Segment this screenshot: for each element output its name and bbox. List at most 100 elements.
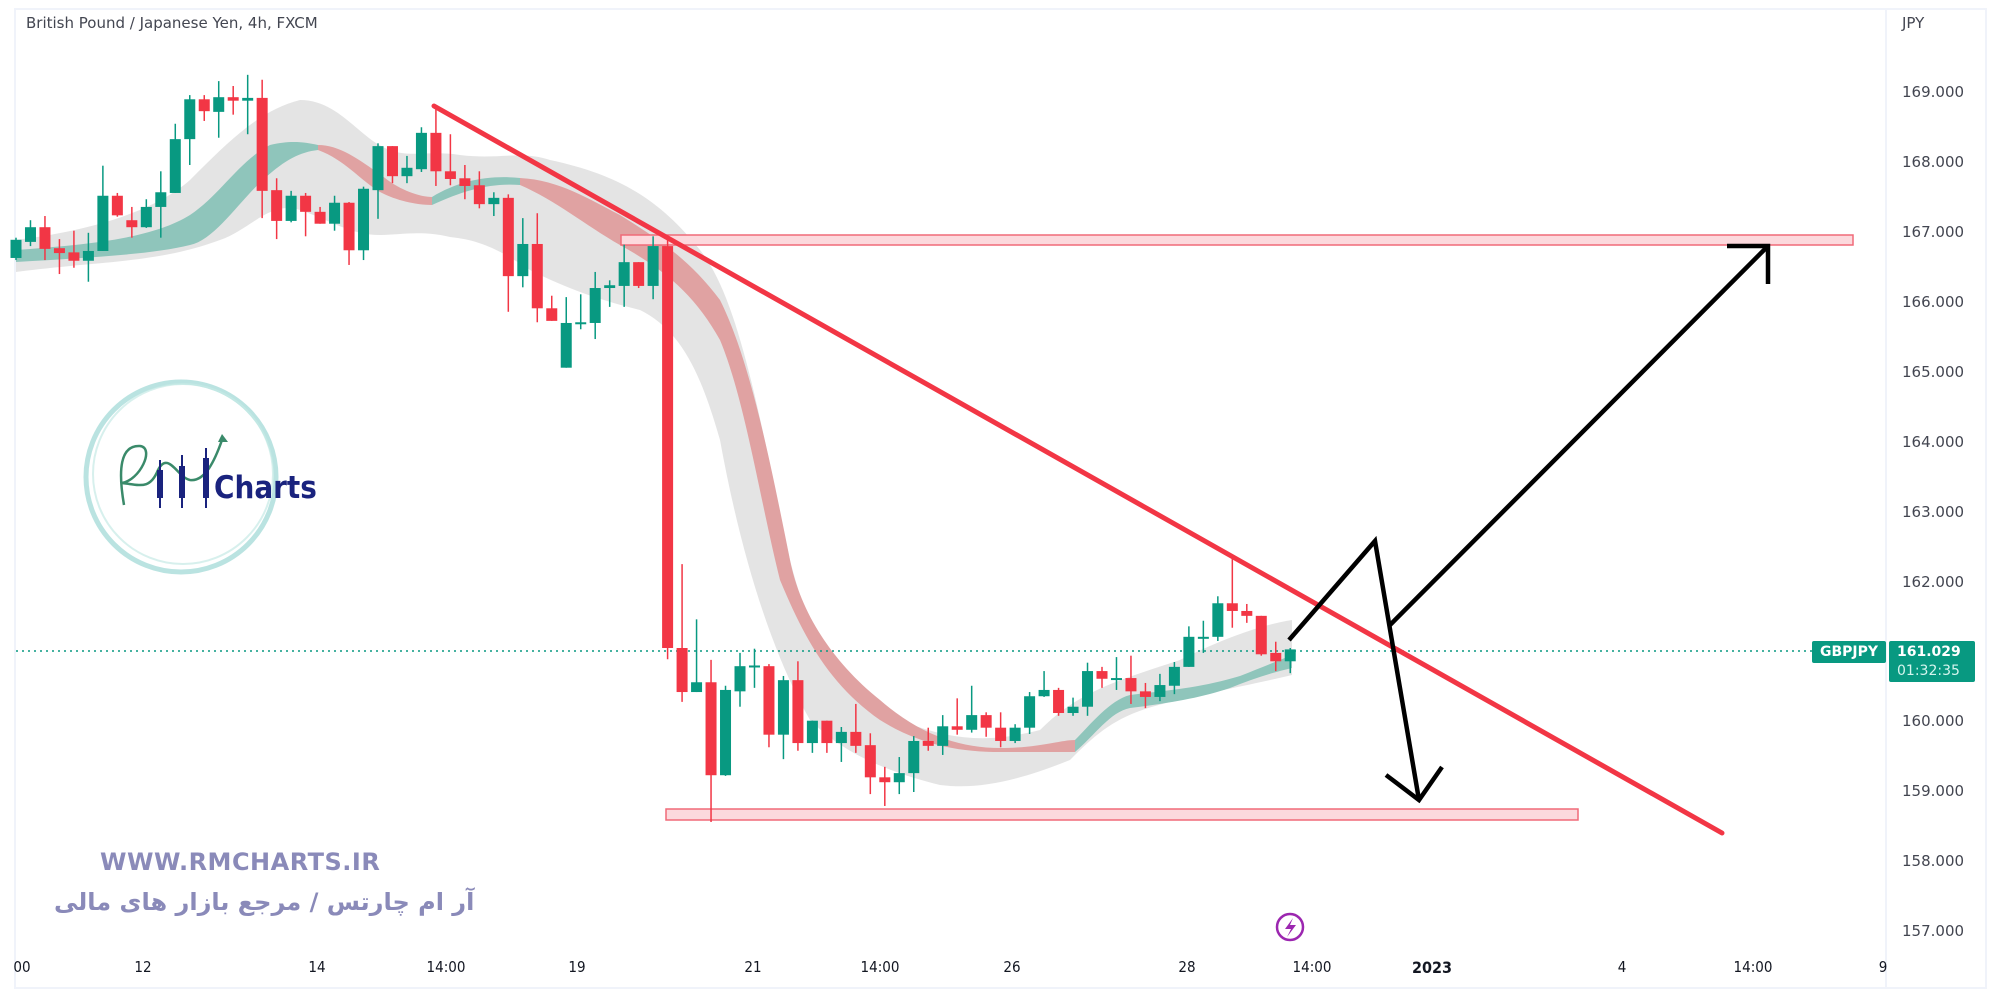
- bar-countdown: 01:32:35: [1897, 663, 1960, 679]
- price-axis-label: 166.000: [1902, 293, 1965, 311]
- candle-body: [459, 178, 471, 186]
- time-axis-label: 19: [568, 958, 586, 976]
- candle-body: [358, 188, 370, 251]
- candle-body: [1197, 636, 1209, 639]
- price-axis-label: 158.000: [1902, 852, 1965, 871]
- candle-body: [314, 211, 326, 224]
- ma-ribbon-up-1: [16, 141, 318, 262]
- candle-body: [1154, 685, 1166, 697]
- time-axis-label: 12: [134, 958, 152, 976]
- candle-body: [966, 715, 978, 730]
- candle-body: [271, 190, 283, 221]
- support-zone[interactable]: [665, 808, 1579, 821]
- candle-body: [415, 132, 427, 170]
- time-axis-label: 14:00: [860, 958, 900, 976]
- watermark-url: WWW.RMCHARTS.IR: [100, 848, 381, 876]
- candle-body: [1082, 671, 1094, 707]
- price-axis-label: 167.000: [1902, 223, 1965, 242]
- candle-body: [691, 682, 703, 693]
- candle-body: [242, 97, 254, 101]
- candle-body: [39, 227, 51, 249]
- candle-body: [386, 146, 398, 177]
- descending-trendline[interactable]: [431, 103, 1725, 836]
- candle-body: [401, 167, 413, 177]
- candle-body: [1139, 691, 1151, 697]
- candle-body: [444, 171, 456, 179]
- candle-body: [647, 246, 659, 286]
- projection-path-up[interactable]: [1388, 244, 1770, 627]
- candle-body: [82, 250, 94, 261]
- candle-body: [300, 195, 312, 212]
- candle-body: [720, 689, 732, 776]
- candle-body: [517, 243, 529, 277]
- candle-body: [604, 285, 616, 289]
- candle-body: [893, 773, 905, 783]
- candle-body: [1168, 666, 1180, 686]
- arrowhead-up-icon: [1727, 243, 1771, 284]
- last-price-value: 161.029: [1897, 644, 1961, 660]
- ma-ribbon-up-2: [432, 177, 520, 205]
- candle-body: [1241, 610, 1253, 616]
- candle-body: [155, 192, 167, 207]
- candle-body: [777, 680, 789, 735]
- lightning-event-icon[interactable]: [1275, 912, 1305, 942]
- candle-body: [908, 740, 920, 774]
- watermark-tagline: آر ام چارتس / مرجع بازار های مالی: [54, 888, 475, 916]
- rm-charts-logo: Charts: [83, 379, 317, 575]
- candle-body: [1024, 696, 1036, 728]
- candle-body: [618, 262, 630, 286]
- candle-body: [1053, 689, 1065, 714]
- candle-body: [806, 720, 818, 744]
- candle-body: [329, 202, 341, 224]
- candle-body: [951, 726, 963, 730]
- candle-body: [575, 322, 587, 325]
- candle-body: [1270, 652, 1282, 662]
- time-axis-label: 2023: [1411, 958, 1453, 977]
- candle-body: [430, 132, 442, 172]
- candle-body: [1067, 706, 1079, 714]
- candle-body: [662, 246, 674, 649]
- chart-frame: [14, 8, 1987, 989]
- candle-body: [227, 97, 239, 101]
- candle-body: [1038, 689, 1050, 697]
- candle-body: [1009, 727, 1021, 741]
- price-axis-label: 165.000: [1902, 362, 1965, 381]
- resistance-zone[interactable]: [620, 234, 1854, 246]
- candle-body: [531, 243, 543, 309]
- candle-body: [24, 227, 36, 242]
- candle-body: [1284, 649, 1296, 662]
- candle-body: [1183, 636, 1195, 667]
- time-axis-label: 9: [1878, 958, 1888, 976]
- price-axis-label: 168.000: [1902, 153, 1965, 172]
- price-axis-label: 160.000: [1902, 712, 1965, 731]
- time-axis-label: 00: [13, 958, 31, 976]
- candle-body: [589, 288, 601, 323]
- price-axis-separator: [1885, 8, 1887, 989]
- candle-body: [937, 726, 949, 746]
- candlestick-series: [10, 74, 1296, 823]
- candle-body: [835, 731, 847, 744]
- candle-body: [922, 740, 934, 746]
- time-axis-label: 14:00: [1733, 958, 1773, 976]
- candle-body: [68, 252, 80, 261]
- candle-body: [372, 146, 384, 191]
- candle-body: [473, 185, 485, 205]
- candle-body: [1255, 615, 1267, 655]
- ma-ribbon-up-3: [1075, 655, 1292, 752]
- candle-body: [97, 195, 109, 251]
- candle-body: [198, 99, 210, 112]
- arrowhead-down-icon: [1384, 765, 1444, 804]
- candle-body: [1096, 671, 1108, 679]
- projection-path-down[interactable]: [1287, 535, 1422, 801]
- candle-body: [676, 648, 688, 693]
- candle-body: [734, 666, 746, 692]
- candle-body: [256, 97, 268, 191]
- price-axis-label: 157.000: [1902, 922, 1965, 941]
- candle-body: [111, 195, 123, 216]
- candle-body: [763, 666, 775, 735]
- candle-body: [1110, 678, 1122, 681]
- chart-title: British Pound / Japanese Yen, 4h, FXCM: [26, 14, 318, 32]
- price-axis-label: 163.000: [1902, 502, 1965, 521]
- candle-body: [126, 220, 138, 228]
